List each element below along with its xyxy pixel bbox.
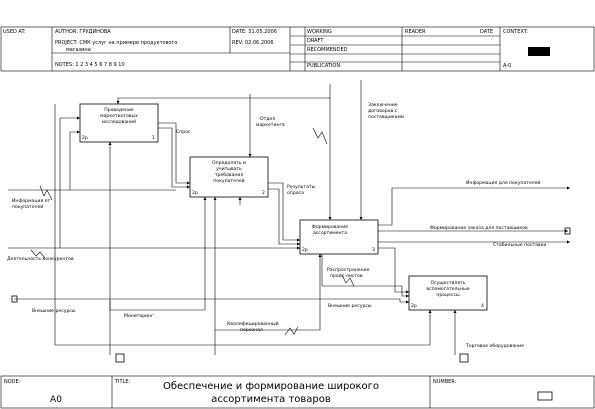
box-4-title-3: процессы (436, 293, 460, 298)
arrow-vneshnie-left (54, 104, 432, 346)
rev-field: REV: 02.06.2006 (232, 40, 274, 46)
diagram-title-1: Обеспечение и формирование широкого (163, 381, 379, 392)
label-spros: Спрос (176, 129, 191, 135)
node-value: A0 (50, 395, 62, 405)
box-4-title-2: вспомогательные (426, 287, 469, 292)
reader-date-label: DATE (480, 29, 493, 35)
label-deyat: Деятельность конкурентов (7, 256, 74, 262)
box-4-title-1: Осуществлять (430, 280, 465, 286)
label-kval-2: персонал (240, 328, 263, 333)
status-draft: DRAFT (307, 38, 324, 44)
context-label: CONTEXT: (503, 29, 528, 35)
arrow-vneshnie-resursy (14, 298, 409, 304)
label-kval-1: Квалифицированный (227, 320, 279, 327)
box-2-number: 2 (262, 190, 265, 196)
label-raspr-2: прайс-листов (330, 272, 363, 279)
label-monit: Мониторинг (124, 313, 154, 319)
activity-box-2[interactable]: Определять и учитывать требования покупа… (189, 156, 269, 198)
label-otdel-2: маркетинга (256, 123, 285, 128)
project-field: PROJECT: СМК услуг на примере продуктово… (55, 40, 177, 46)
arrow-rezultaty-oprosa (268, 182, 300, 242)
footer-frame (0, 375, 595, 409)
box-2-id: 2р (192, 190, 198, 196)
reader-label: READER (405, 29, 426, 35)
status-publication: PUBLICATION (307, 63, 340, 69)
title-label: TITLE: (114, 379, 131, 385)
node-label: NODE: (4, 379, 21, 385)
header-text: USED AT: AUTHOR: ГРУДИНОВА PROJECT: СМК … (3, 29, 528, 69)
label-formir: Формирование заказа для поставщиков (430, 225, 528, 231)
box-3-id: 2р (302, 247, 308, 253)
diagram-title-2: ассортимента товаров (211, 394, 331, 405)
arrow-info-dlya (378, 186, 570, 226)
arrow-lines (8, 80, 570, 355)
status-recommended: RECOMMENDED (307, 47, 348, 53)
box-2-title-4: покупателей (213, 177, 244, 184)
label-zakl-2: договоров с (368, 109, 398, 114)
label-rezult-2: опроса (287, 191, 304, 196)
activity-box-3[interactable]: Формирование ассортимента 2р 3 (299, 219, 379, 255)
box-1-title-2: маркетинговых (100, 114, 138, 119)
number-label: NUMBER: (433, 379, 457, 385)
arrow-rasprostranenie (378, 247, 409, 294)
label-stabil: Стабильные поставки (493, 242, 546, 248)
label-info-ot-2: покупателей (12, 203, 43, 210)
label-raspr-1: Распространение (327, 267, 370, 273)
box-4-id: 2р (411, 303, 417, 309)
used-at-label: USED AT: (3, 29, 26, 35)
box-4-number: 4 (481, 303, 484, 309)
box-1-title-3: исследований (102, 118, 136, 125)
box-2-title-3: требования (215, 172, 244, 178)
label-torg: Торговое оборудование (465, 343, 524, 349)
label-info-ot-1: Информация от (12, 198, 51, 204)
label-otdel-1: Отдел (260, 116, 275, 122)
label-vnesh-r: Внешние ресурсы (328, 303, 372, 309)
header-frame (0, 26, 595, 72)
box-2-title-2: учитывать (216, 167, 242, 172)
tunnel-marks (11, 227, 571, 401)
box-1-number: 1 (152, 135, 155, 141)
activity-box-4[interactable]: Осуществлять вспомогательные процессы 2р… (408, 275, 488, 311)
squiggles (30, 127, 355, 336)
author-field: AUTHOR: ГРУДИНОВА (55, 29, 111, 35)
notes-field: NOTES: 1 2 3 4 5 6 7 8 9 10 (55, 62, 125, 68)
arrow-spros (158, 122, 190, 185)
box-2-title-1: Определять и (212, 160, 246, 166)
box-3-title-2: ассортимента (313, 231, 347, 236)
label-zakl-3: поставщиками (368, 115, 404, 120)
arrow-labels: Спрос Отдел маркетинга Заключение догово… (7, 102, 546, 349)
label-zakl-1: Заключение (368, 102, 398, 108)
footer-text: NODE: A0 TITLE: Обеспечение и формирован… (4, 379, 457, 405)
box-1-title-1: Проведение (104, 107, 134, 113)
context-node: A-0 (503, 63, 511, 69)
date-field: DATE: 31.05.2006 (232, 29, 277, 35)
activity-box-1[interactable]: Проведение маркетинговых исследований 2р… (79, 103, 159, 143)
box-1-id: 2р (82, 135, 88, 141)
status-working: WORKING (307, 29, 332, 35)
project-field-cont: магазина (66, 47, 91, 53)
context-mini-box (528, 47, 550, 56)
box-3-number: 3 (372, 247, 375, 253)
label-vnesh-l: Внешние ресурсы (32, 308, 76, 314)
label-rezult-1: Результаты (287, 184, 316, 190)
label-info-dlya: Информация для покупателей (466, 179, 540, 186)
box-3-title-1: Формирование (312, 224, 348, 230)
